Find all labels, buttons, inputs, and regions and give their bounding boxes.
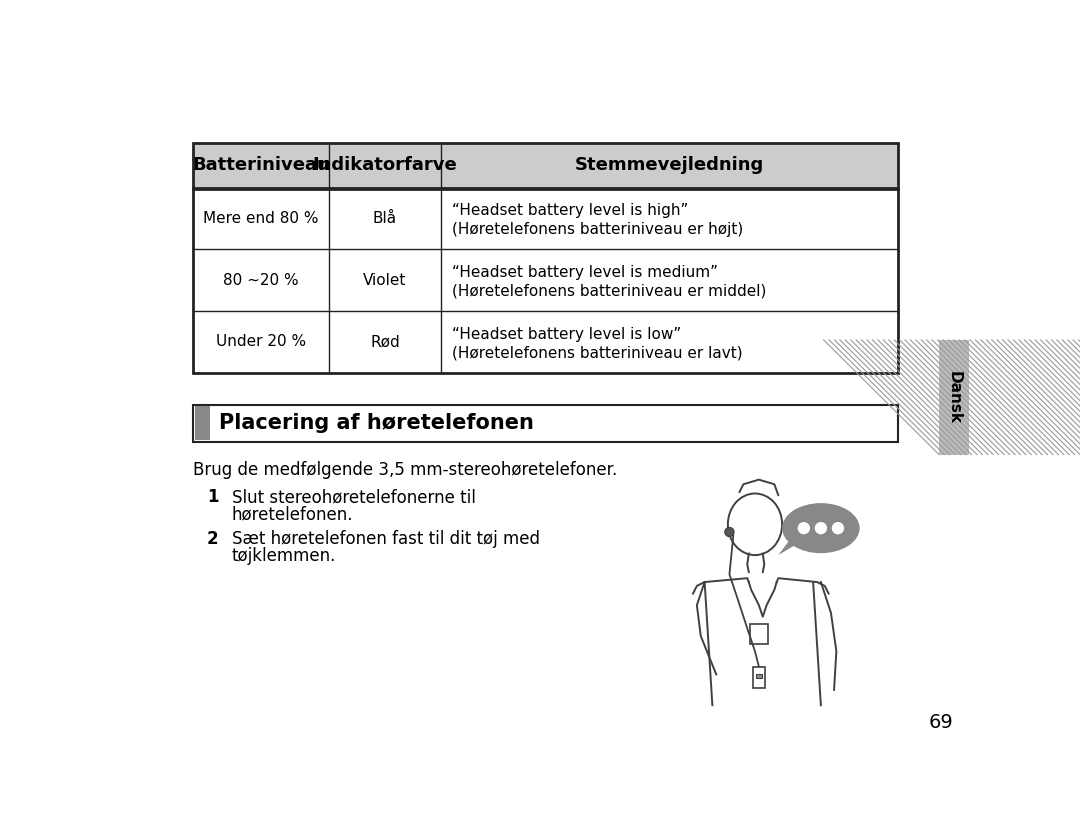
Bar <box>193 143 899 373</box>
Text: Under 20 %: Under 20 % <box>216 334 306 349</box>
Text: (Høretelefonens batteriniveau er lavt): (Høretelefonens batteriniveau er lavt) <box>451 345 743 360</box>
Text: Blå: Blå <box>373 211 397 226</box>
Text: Brug de medfølgende 3,5 mm-stereohøretelefoner.: Brug de medfølgende 3,5 mm-stereohøretel… <box>193 461 618 479</box>
Bar <box>756 674 762 679</box>
Text: høretelefonen.: høretelefonen. <box>232 505 353 523</box>
Text: “Headset battery level is low”: “Headset battery level is low” <box>451 327 681 342</box>
Circle shape <box>814 522 827 534</box>
Circle shape <box>725 528 734 537</box>
Bar <box>750 624 768 643</box>
Text: (Høretelefonens batteriniveau er højt): (Høretelefonens batteriniveau er højt) <box>451 222 743 237</box>
Text: Stemmevejledning: Stemmevejledning <box>576 156 765 175</box>
Bar <box>753 667 765 688</box>
Text: 1: 1 <box>207 488 218 507</box>
Text: 2: 2 <box>207 531 218 549</box>
Bar <box>193 405 899 442</box>
Polygon shape <box>779 539 798 555</box>
Text: Mere end 80 %: Mere end 80 % <box>203 211 319 226</box>
Bar <box>193 143 899 188</box>
Text: “Headset battery level is high”: “Headset battery level is high” <box>451 203 688 218</box>
Bar <box>940 339 969 455</box>
Circle shape <box>798 522 810 534</box>
Text: Batteriniveau: Batteriniveau <box>192 156 329 175</box>
Text: Slut stereohøretelefonerne til: Slut stereohøretelefonerne til <box>232 488 476 507</box>
Text: Placering af høretelefonen: Placering af høretelefonen <box>219 413 535 433</box>
Circle shape <box>832 522 845 534</box>
Text: (Høretelefonens batteriniveau er middel): (Høretelefonens batteriniveau er middel) <box>451 283 767 298</box>
Text: Sæt høretelefonen fast til dit tøj med: Sæt høretelefonen fast til dit tøj med <box>232 531 540 549</box>
Text: Rød: Rød <box>370 334 400 349</box>
Ellipse shape <box>782 503 860 554</box>
Bar <box>194 407 211 440</box>
Text: Dansk: Dansk <box>947 370 961 423</box>
Text: tøjklemmen.: tøjklemmen. <box>232 548 336 565</box>
Text: Violet: Violet <box>363 273 407 288</box>
Text: 80 ~20 %: 80 ~20 % <box>224 273 299 288</box>
Text: “Headset battery level is medium”: “Headset battery level is medium” <box>451 265 718 280</box>
Text: 69: 69 <box>929 713 954 732</box>
Text: Indikatorfarve: Indikatorfarve <box>312 156 457 175</box>
